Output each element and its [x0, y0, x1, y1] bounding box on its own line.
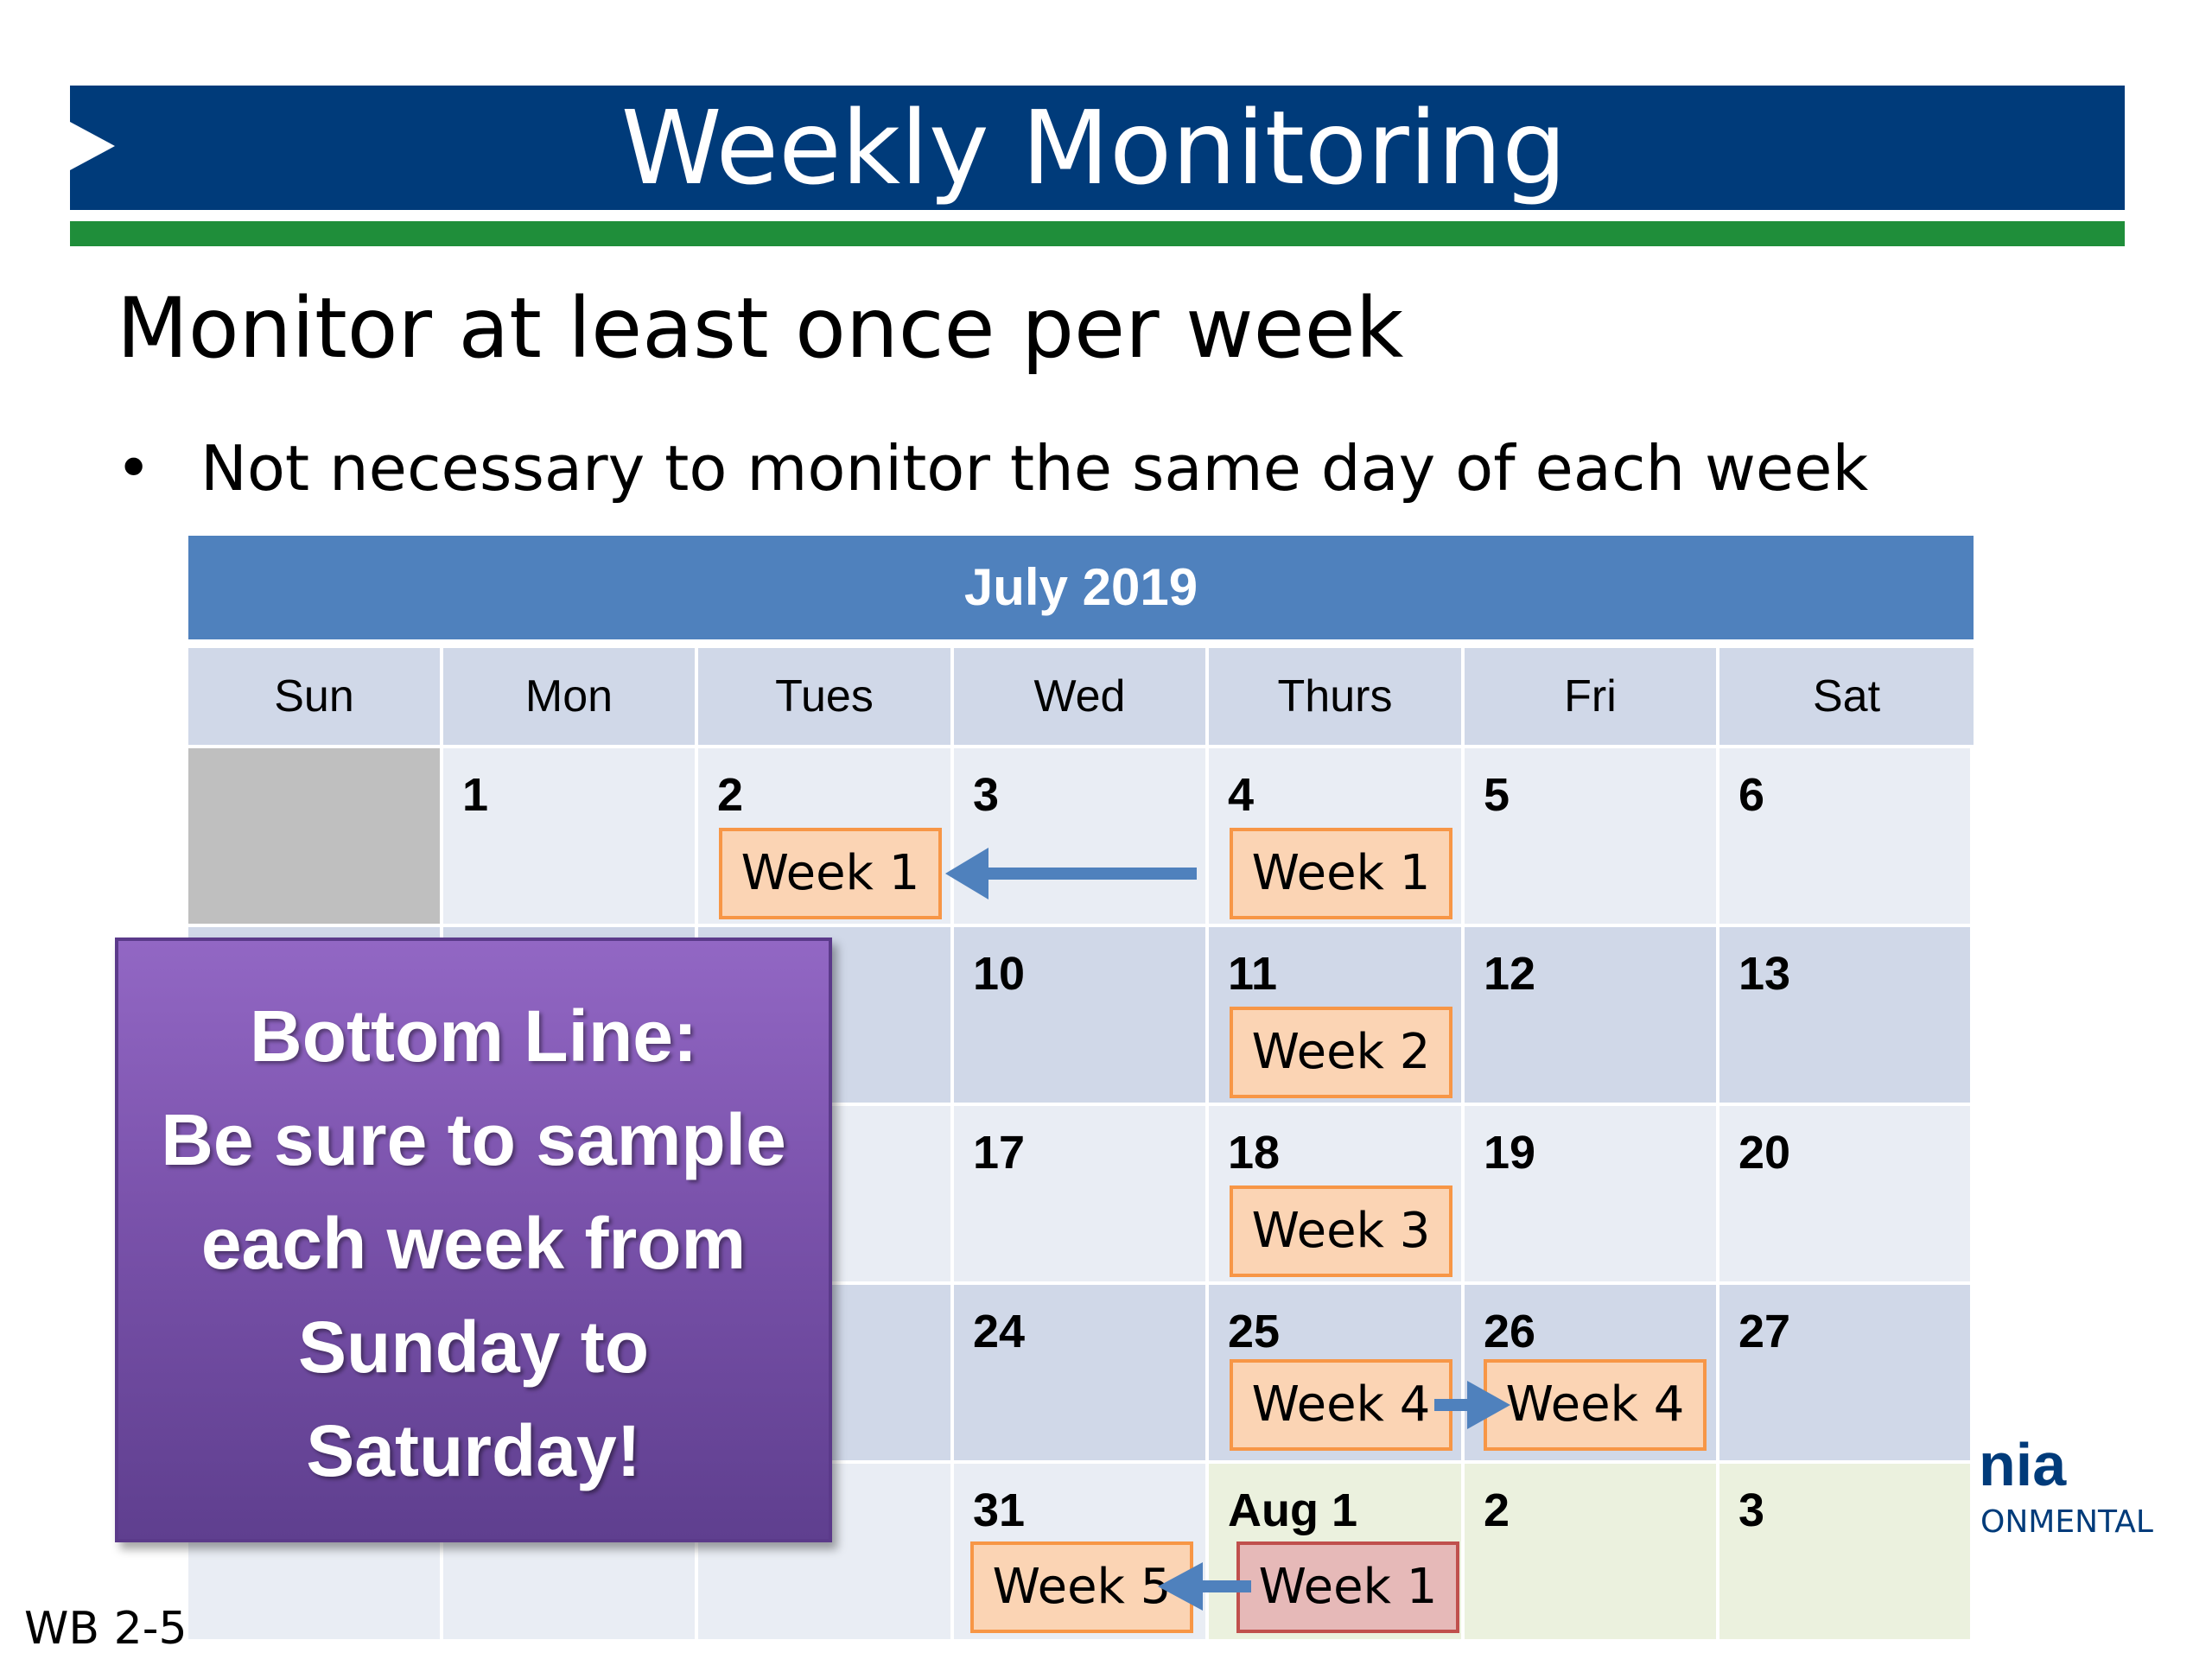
calendar-day-number: 10 [973, 948, 1026, 1000]
calendar-cell [954, 927, 1209, 1106]
calendar-day-number: 25 [1228, 1306, 1281, 1357]
dayname-tue: Tues [698, 648, 954, 745]
calendar-day-number: 4 [1228, 769, 1255, 821]
calendar-cell [1719, 1106, 1974, 1285]
dayname-fri: Fri [1465, 648, 1719, 745]
calendar-day-number: 20 [1738, 1127, 1791, 1179]
slide-subtitle: Monitor at least once per week [117, 280, 1404, 377]
arrow-left-icon-row1 [945, 848, 1197, 899]
callout-line-2: Be sure to sample [161, 1099, 786, 1180]
dayname-thu: Thurs [1209, 648, 1465, 745]
dayname-wed: Wed [954, 648, 1209, 745]
calendar-day-number: 13 [1738, 948, 1791, 1000]
calendar-day-number: 18 [1228, 1127, 1281, 1179]
calendar-day-number: 2 [717, 769, 744, 821]
bullet-text: Not necessary to monitor the same day of… [200, 432, 1869, 505]
week-box-jul31: Week 5 [970, 1541, 1193, 1633]
calendar-day-number: 12 [1484, 948, 1536, 1000]
calendar-day-number: 11 [1228, 948, 1278, 1000]
calendar-cell [1719, 927, 1974, 1106]
bottom-line-callout: Bottom Line: Be sure to sample each week… [115, 938, 832, 1542]
callout-line-4: Sunday to [297, 1306, 649, 1388]
callout-line-5: Saturday! [306, 1410, 641, 1491]
dayname-sat: Sat [1719, 648, 1974, 745]
week-box-aug1: Week 1 [1236, 1541, 1459, 1633]
logo-fragment: nia [1979, 1431, 2067, 1498]
callout-line-1: Bottom Line: [250, 995, 697, 1077]
calendar-day-number: 17 [973, 1127, 1026, 1179]
dayname-mon: Mon [443, 648, 698, 745]
calendar-cell [1719, 1464, 1974, 1643]
title-arrow-icon [70, 122, 115, 170]
calendar-cell [954, 748, 1209, 927]
week-box-jul4: Week 1 [1230, 828, 1452, 919]
calendar-day-number: 3 [1738, 1484, 1765, 1536]
calendar-day-number: 31 [973, 1484, 1026, 1536]
calendar-cell [1465, 1464, 1719, 1643]
calendar-day-number: 26 [1484, 1306, 1536, 1357]
week-box-jul25: Week 4 [1230, 1359, 1452, 1451]
calendar-day-number: 5 [1484, 769, 1510, 821]
calendar-day-number: 6 [1738, 769, 1765, 821]
calendar-day-number: 19 [1484, 1127, 1536, 1179]
week-box-jul26: Week 4 [1484, 1359, 1707, 1451]
title-underline [70, 221, 2125, 246]
bullet-icon: • [116, 433, 152, 504]
week-box-jul18: Week 3 [1230, 1185, 1452, 1277]
title-bar [70, 86, 2125, 210]
slide-title: Weekly Monitoring [620, 88, 1567, 207]
week-box-jul11: Week 2 [1230, 1007, 1452, 1098]
calendar-cell [188, 748, 443, 927]
callout-line-3: each week from [200, 1203, 747, 1284]
calendar-day-number: 1 [462, 769, 489, 821]
calendar-day-number: Aug 1 [1228, 1484, 1358, 1536]
calendar-cell [1465, 748, 1719, 927]
arrow-right-icon-row4 [1434, 1381, 1510, 1429]
footer-code: WB 2-5 [24, 1603, 188, 1655]
dayname-sun: Sun [188, 648, 443, 745]
calendar-day-number: 3 [973, 769, 1000, 821]
calendar-cell [1719, 748, 1974, 927]
calendar-cell [443, 748, 698, 927]
calendar-month-header: July 2019 [188, 536, 1974, 639]
calendar-day-number: 24 [973, 1306, 1026, 1357]
arrow-left-icon-row5 [1158, 1562, 1251, 1611]
calendar-cell [1719, 1285, 1974, 1464]
calendar-cell [954, 1106, 1209, 1285]
calendar-cell [1465, 1106, 1719, 1285]
calendar-cell [954, 1285, 1209, 1464]
week-box-jul2: Week 1 [719, 828, 942, 919]
calendar-cell [1465, 927, 1719, 1106]
calendar-day-number: 2 [1484, 1484, 1510, 1536]
logo-subtext: ONMENTAL [1980, 1504, 2153, 1540]
calendar-day-number: 27 [1738, 1306, 1791, 1357]
